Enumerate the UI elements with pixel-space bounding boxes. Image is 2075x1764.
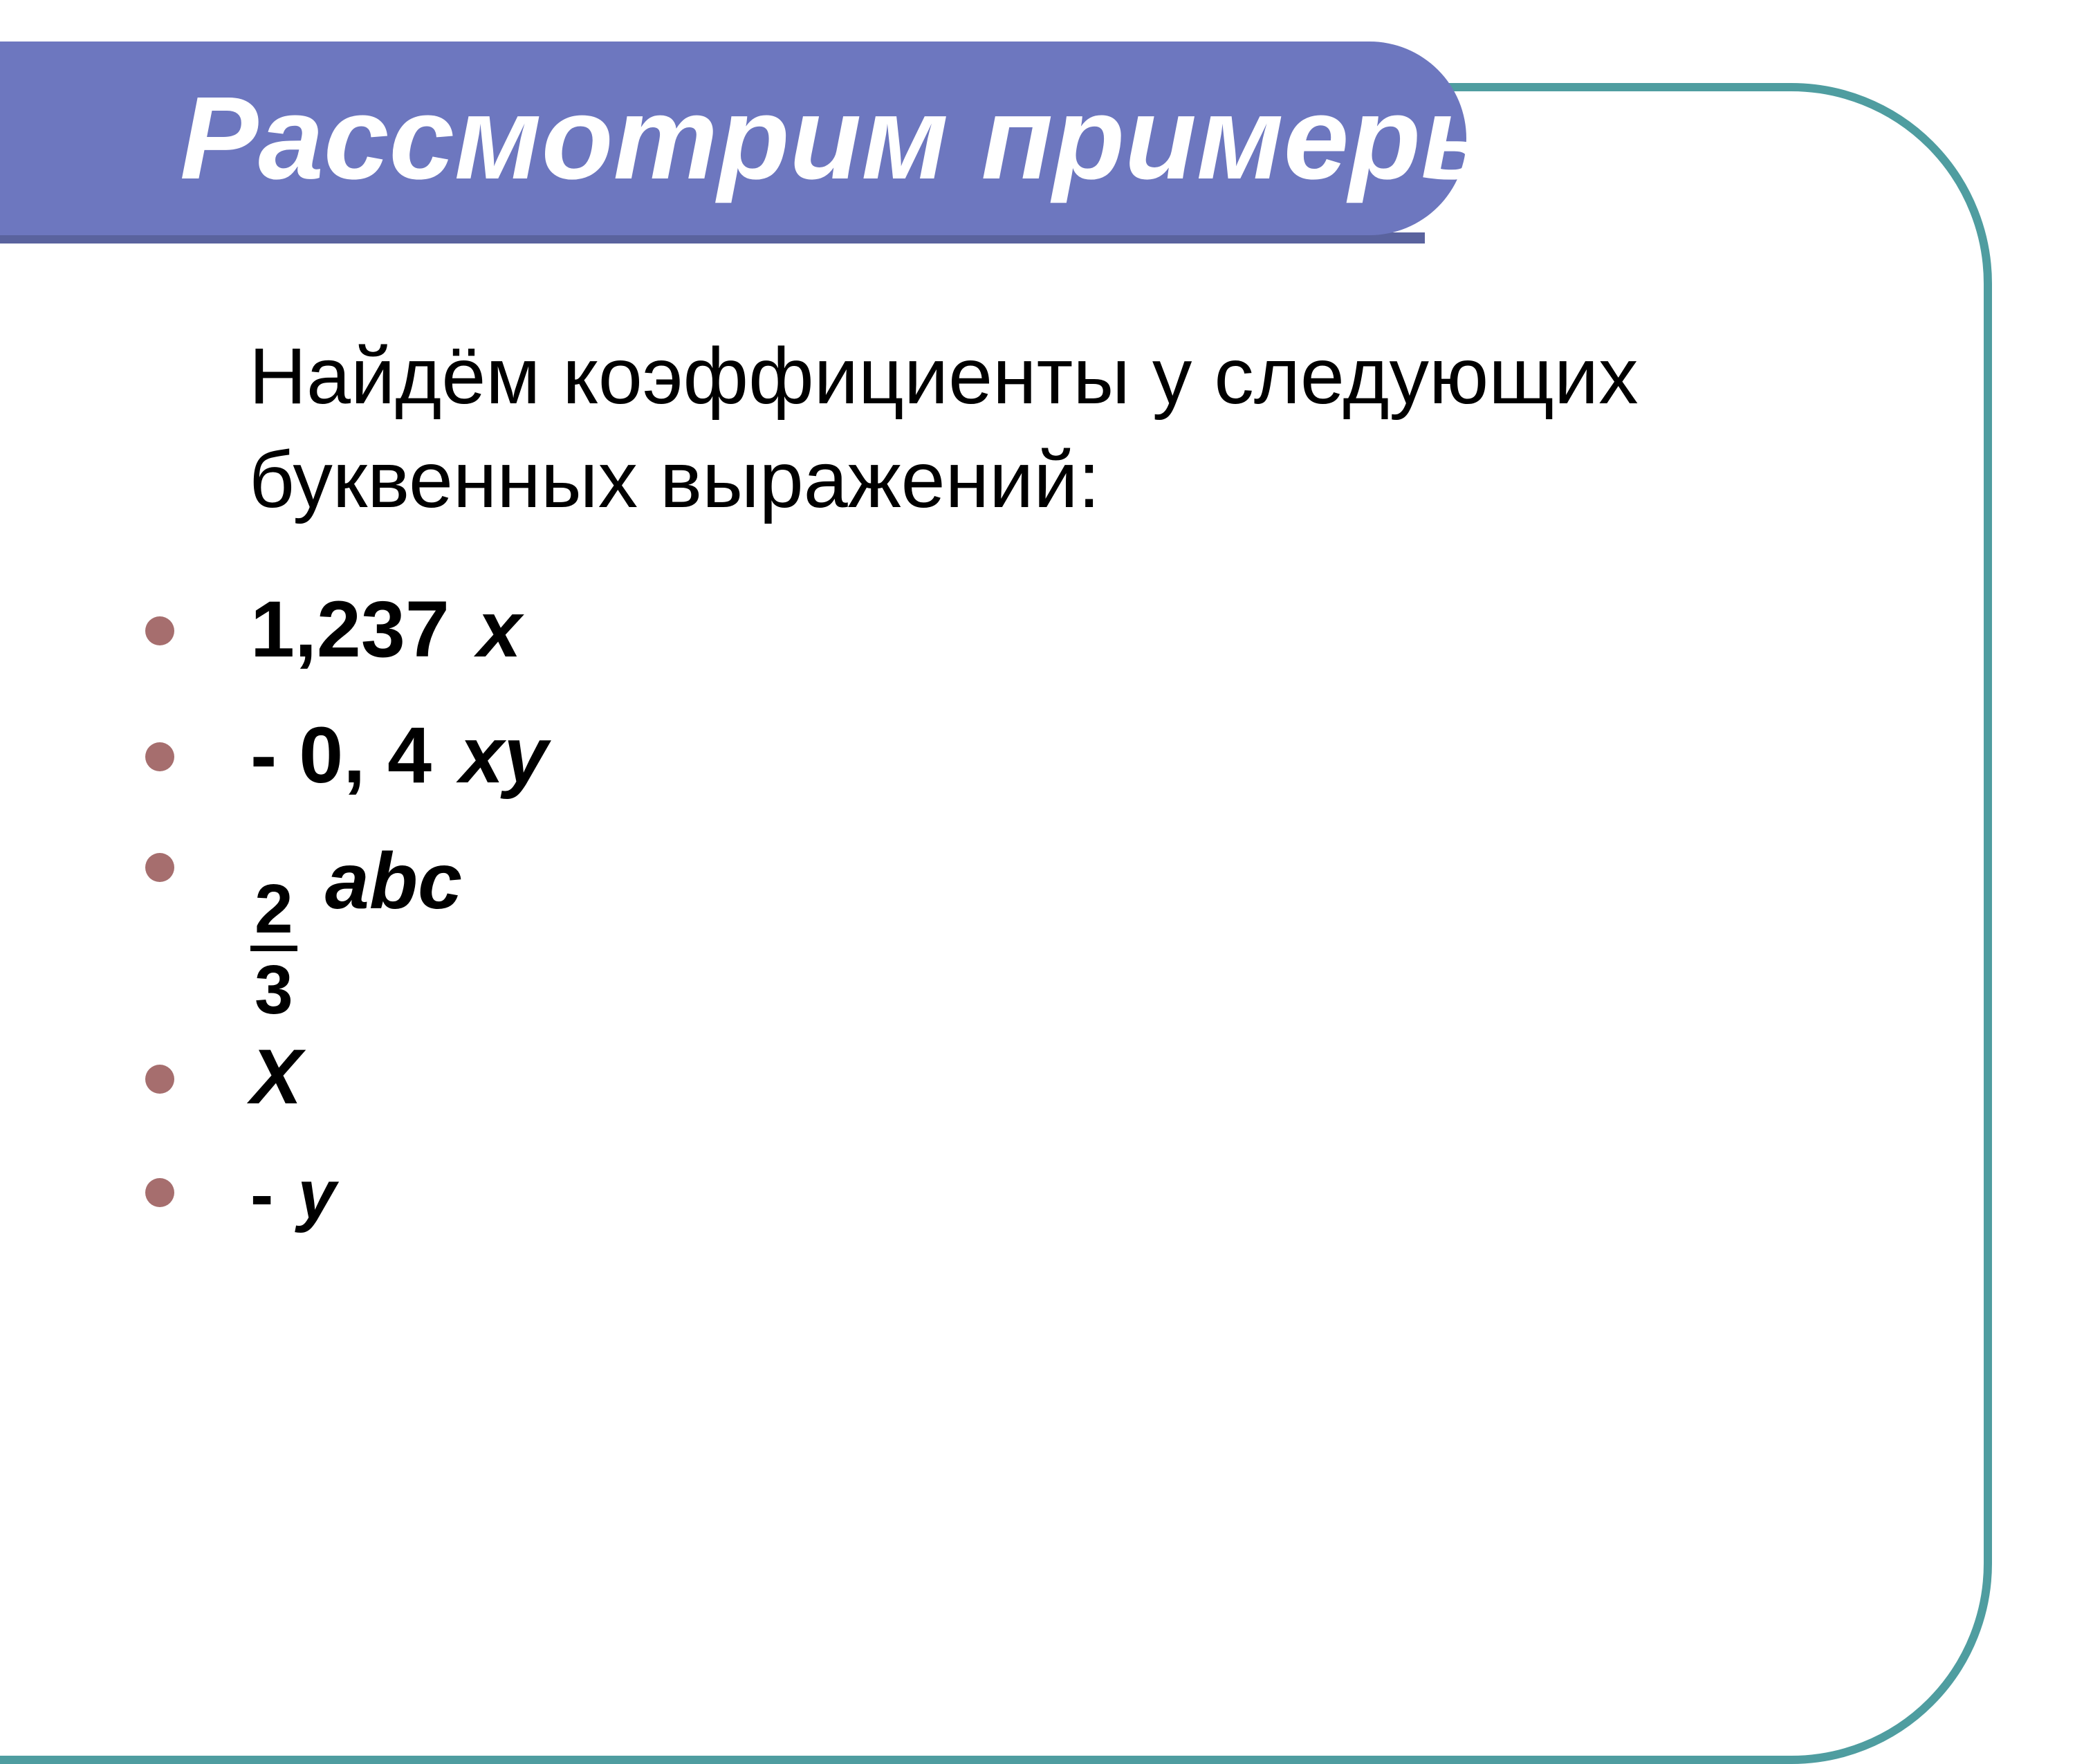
slide-content: Найдём коэффициенты у следующих буквенны… bbox=[145, 325, 1937, 1265]
bullet-icon bbox=[145, 853, 174, 882]
variable: ху bbox=[459, 706, 548, 806]
expression: Х bbox=[250, 1029, 302, 1126]
bullet-icon bbox=[145, 1065, 174, 1094]
fraction-denominator: 3 bbox=[255, 951, 293, 1027]
fraction: 2 3 bbox=[250, 873, 297, 1027]
fraction-numerator: 2 bbox=[250, 873, 297, 951]
variable: х bbox=[477, 580, 522, 680]
list-item: - у bbox=[145, 1152, 1937, 1238]
list-item: 1,237 х bbox=[145, 580, 1937, 680]
variable: у bbox=[297, 1152, 336, 1238]
list-item: 2 3 abc bbox=[145, 832, 1937, 1002]
coeff: 1,237 bbox=[250, 580, 450, 680]
bullet-icon bbox=[145, 742, 174, 771]
expression: 1,237 х bbox=[250, 580, 522, 680]
list-item: - 0, 4 ху bbox=[145, 706, 1937, 806]
list-item: Х bbox=[145, 1029, 1937, 1126]
bullet-icon bbox=[145, 1178, 174, 1207]
variable: Х bbox=[250, 1029, 302, 1126]
expression: - 0, 4 ху bbox=[250, 706, 548, 806]
variable: abc bbox=[325, 832, 462, 932]
slide-title: Рассмотрим примеры bbox=[0, 71, 1521, 206]
coeff: - 0, 4 bbox=[250, 706, 432, 806]
example-list: 1,237 х - 0, 4 ху 2 3 abc bbox=[145, 580, 1937, 1238]
bullet-icon bbox=[145, 616, 174, 645]
expression: - у bbox=[250, 1152, 336, 1238]
coeff: - bbox=[250, 1152, 273, 1238]
expression: 2 3 abc bbox=[250, 832, 462, 1002]
slide-header: Рассмотрим примеры bbox=[0, 42, 1466, 235]
intro-text: Найдём коэффициенты у следующих буквенны… bbox=[249, 325, 1937, 532]
